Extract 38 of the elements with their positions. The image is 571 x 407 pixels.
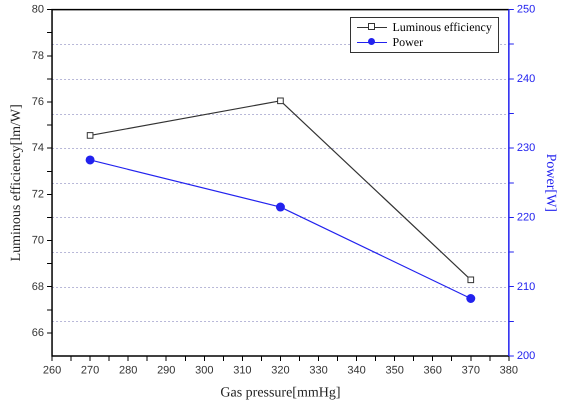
point [276, 202, 285, 212]
y-tick-label: 68 [32, 280, 44, 293]
y2-tick-label: 250 [516, 4, 536, 16]
x-tick-label: 290 [157, 364, 176, 377]
y-tick-label: 70 [32, 234, 44, 247]
y2-tick-label: 240 [516, 72, 536, 85]
point [277, 97, 284, 104]
y-tick-label: 72 [32, 188, 44, 200]
x-tick-label: 330 [309, 364, 328, 377]
point [86, 155, 95, 164]
x-tick-label: 300 [195, 364, 214, 377]
y-tick-label: 80 [32, 4, 44, 16]
y-axis-title: Luminous efficiency[lm/W] [9, 104, 24, 262]
x-tick-label: 350 [385, 364, 404, 377]
y2-axis-title: Power[W] [542, 154, 558, 212]
x-tick-label: 320 [271, 364, 290, 377]
y-tick-label: 76 [32, 96, 44, 108]
x-axis-title: Gas pressure[mmHg] [220, 385, 341, 400]
x-tick-label: 380 [500, 364, 518, 377]
y2-tick-label: 230 [516, 142, 536, 154]
x-tick-label: 260 [42, 364, 62, 377]
x-tick-label: 310 [233, 364, 252, 377]
x-tick-label: 270 [80, 364, 100, 377]
y-tick-label: 74 [32, 142, 44, 154]
x-tick-label: 340 [347, 364, 366, 377]
y2-tick-label: 220 [516, 211, 536, 224]
x-tick-label: 370 [462, 364, 480, 377]
y-tick-label: 78 [32, 50, 44, 62]
point [467, 276, 474, 284]
point [86, 132, 94, 139]
x-tick-label: 280 [118, 364, 138, 377]
legend-label: Power [392, 34, 424, 50]
y2-tick-label: 200 [516, 350, 536, 362]
y-tick-label: 66 [32, 326, 44, 339]
point [466, 294, 476, 303]
x-tick-label: 360 [424, 364, 442, 377]
legend-label: Luminous efficiency [392, 20, 492, 35]
y2-tick-label: 210 [516, 280, 536, 293]
